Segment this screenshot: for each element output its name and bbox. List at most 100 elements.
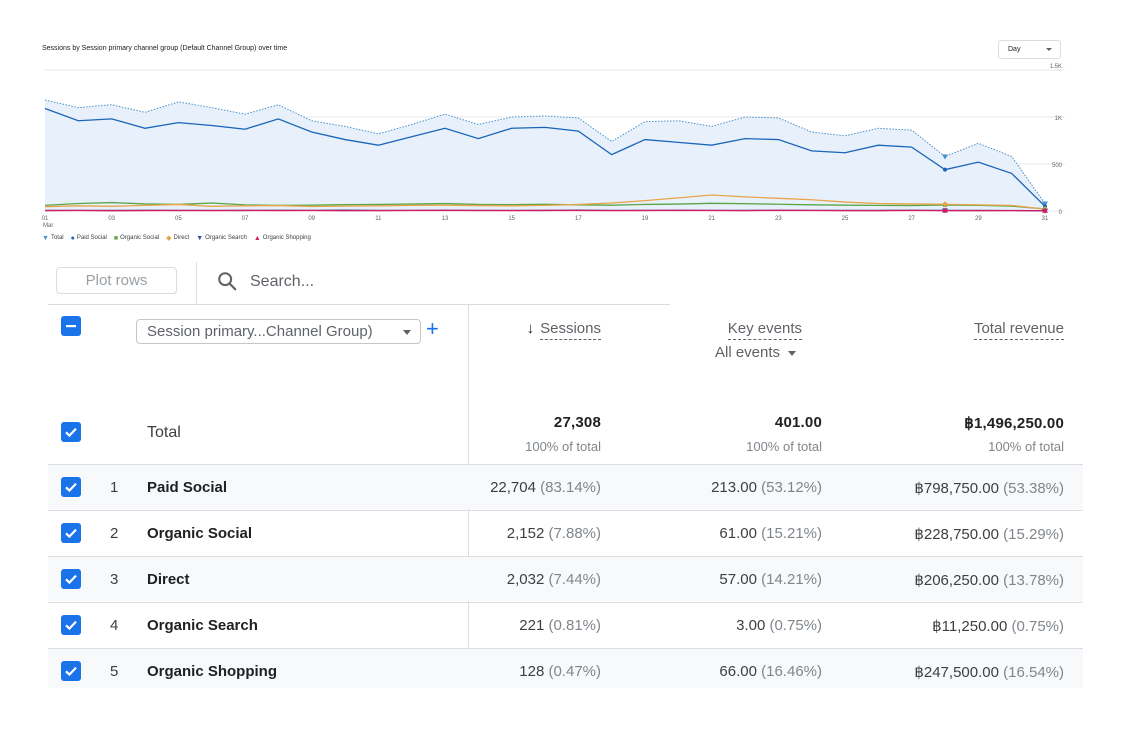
series-line-direct xyxy=(44,194,1046,210)
report-table: Session primary...Channel Group) + ↓ Sess… xyxy=(48,304,1083,688)
x-tick-label: 09 xyxy=(308,216,315,222)
legend-marker-icon: ▼ xyxy=(42,234,49,242)
total-area xyxy=(45,100,1045,211)
table-row[interactable]: 1 Paid Social 22,704 (83.14%) 213.00 (53.12… xyxy=(48,464,1083,509)
chevron-down-icon xyxy=(1046,48,1052,51)
table-toolbar: Plot rows xyxy=(48,258,670,305)
row-checkbox[interactable] xyxy=(61,661,81,681)
row-index: 3 xyxy=(110,571,119,588)
sessions-value: 128 xyxy=(519,663,545,680)
table-row[interactable]: 2 Organic Social 2,152 (7.88%) 61.00 (15.21… xyxy=(48,510,1083,555)
y-tick-label: 1K xyxy=(1055,116,1062,122)
data-point-marker xyxy=(942,154,948,160)
select-all-checkbox[interactable] xyxy=(61,316,81,336)
key-events-filter-select[interactable]: All events xyxy=(715,344,797,361)
key-events-value: 57.00 xyxy=(719,571,757,588)
key-events-cell: 61.00 (15.21%) xyxy=(719,525,822,542)
plot-rows-button[interactable]: Plot rows xyxy=(56,267,177,294)
column-label: Total revenue xyxy=(973,320,1064,340)
channel-name[interactable]: Direct xyxy=(147,571,190,588)
column-label: Sessions xyxy=(540,320,601,340)
row-checkbox[interactable] xyxy=(61,477,81,497)
add-dimension-button[interactable]: + xyxy=(426,316,439,341)
table-row[interactable]: 3 Direct 2,032 (7.44%) 57.00 (14.21%) ฿206,2… xyxy=(48,556,1083,601)
key-events-percent: (15.21%) xyxy=(761,525,822,542)
line-chart: 0 500 1K 1.5K 01 03 05 07 09 11 13 15 17 19 21 23 25 27 29… xyxy=(42,64,1065,229)
row-checkbox[interactable] xyxy=(61,523,81,543)
table-row[interactable]: 4 Organic Search 221 (0.81%) 3.00 (0.75%) ฿1… xyxy=(48,602,1083,647)
key-events-cell: 57.00 (14.21%) xyxy=(719,571,822,588)
row-checkbox[interactable] xyxy=(61,615,81,635)
x-tick-label: 07 xyxy=(242,216,249,222)
revenue-percent: (15.29%) xyxy=(1003,526,1064,543)
legend-item[interactable]: ▼ Total xyxy=(42,234,64,242)
legend-marker-icon: ● xyxy=(70,234,75,242)
key-events-cell: 213.00 (53.12%) xyxy=(711,479,822,496)
revenue-value: ฿247,500.00 xyxy=(914,664,999,681)
revenue-value: ฿228,750.00 xyxy=(914,526,999,543)
column-header-total-revenue[interactable]: Total revenue xyxy=(973,320,1064,340)
column-header-sessions[interactable]: ↓ Sessions xyxy=(526,320,601,340)
check-icon xyxy=(65,620,77,631)
dimension-select[interactable]: Session primary...Channel Group) xyxy=(136,319,421,344)
series-line-total xyxy=(44,99,1046,204)
x-tick-label: 15 xyxy=(508,216,515,222)
total-sessions: 27,308 xyxy=(553,414,601,431)
arrow-down-icon: ↓ xyxy=(526,320,535,337)
legend-item[interactable]: ▼ Organic Search xyxy=(196,234,247,242)
row-index: 5 xyxy=(110,663,119,680)
total-key-events-share: 100% of total xyxy=(746,439,822,454)
channel-name[interactable]: Paid Social xyxy=(147,479,228,496)
data-point-marker xyxy=(943,167,947,172)
channel-name[interactable]: Organic Shopping xyxy=(147,663,277,680)
y-tick-label: 500 xyxy=(1052,163,1063,169)
legend-item[interactable]: ▲ Organic Shopping xyxy=(254,234,311,242)
channel-name[interactable]: Organic Search xyxy=(147,617,258,634)
data-point-marker xyxy=(942,201,948,208)
sessions-percent: (0.47%) xyxy=(548,663,601,680)
total-key-events: 401.00 xyxy=(774,414,822,431)
sessions-value: 22,704 xyxy=(490,479,536,496)
legend-marker-icon: ▼ xyxy=(196,234,204,242)
sessions-cell: 2,032 (7.44%) xyxy=(507,571,601,588)
search-input[interactable] xyxy=(248,268,552,296)
row-index: 2 xyxy=(110,525,119,542)
revenue-value: ฿206,250.00 xyxy=(914,572,999,589)
sessions-value: 221 xyxy=(519,617,545,634)
minus-icon xyxy=(66,325,76,328)
x-tick-label: 05 xyxy=(175,216,182,222)
key-events-value: 66.00 xyxy=(719,663,757,680)
legend-item[interactable]: ● Paid Social xyxy=(71,234,107,242)
search-icon xyxy=(218,272,237,291)
legend-label: Organic Search xyxy=(205,235,247,241)
x-tick-label: 21 xyxy=(708,216,715,222)
legend-marker-icon: ■ xyxy=(113,234,119,242)
legend-label: Total xyxy=(50,235,64,241)
key-events-percent: (53.12%) xyxy=(761,479,822,496)
legend-label: Direct xyxy=(173,235,190,241)
legend-item[interactable]: ◆ Direct xyxy=(166,234,189,242)
x-tick-label: 29 xyxy=(975,216,982,222)
legend-marker-icon: ▲ xyxy=(253,234,261,242)
sessions-percent: (7.44%) xyxy=(548,571,601,588)
revenue-value: ฿798,750.00 xyxy=(914,480,999,497)
channel-name[interactable]: Organic Social xyxy=(147,525,253,542)
x-tick-label: 17 xyxy=(575,216,582,222)
row-index: 1 xyxy=(110,479,119,496)
x-tick-label: 03 xyxy=(108,216,115,222)
total-row-checkbox[interactable] xyxy=(61,422,81,442)
x-tick-label: 01 xyxy=(42,216,49,222)
data-point-marker xyxy=(1042,207,1048,213)
legend-item[interactable]: ■ Organic Social xyxy=(114,234,159,242)
y-tick-label: 1.5K xyxy=(1050,64,1062,70)
column-header-key-events[interactable]: Key events xyxy=(727,320,802,340)
sessions-chart-card: Sessions by Session primary channel grou… xyxy=(0,0,1139,250)
row-checkbox[interactable] xyxy=(61,569,81,589)
x-month-label: Mar xyxy=(43,223,53,229)
table-row[interactable]: 5 Organic Shopping 128 (0.47%) 66.00 (16.46… xyxy=(48,648,1083,688)
granularity-select[interactable]: Day xyxy=(998,40,1061,59)
row-index: 4 xyxy=(110,617,119,634)
revenue-percent: (0.75%) xyxy=(1011,618,1064,635)
x-tick-label: 11 xyxy=(375,216,382,222)
check-icon xyxy=(65,528,77,539)
